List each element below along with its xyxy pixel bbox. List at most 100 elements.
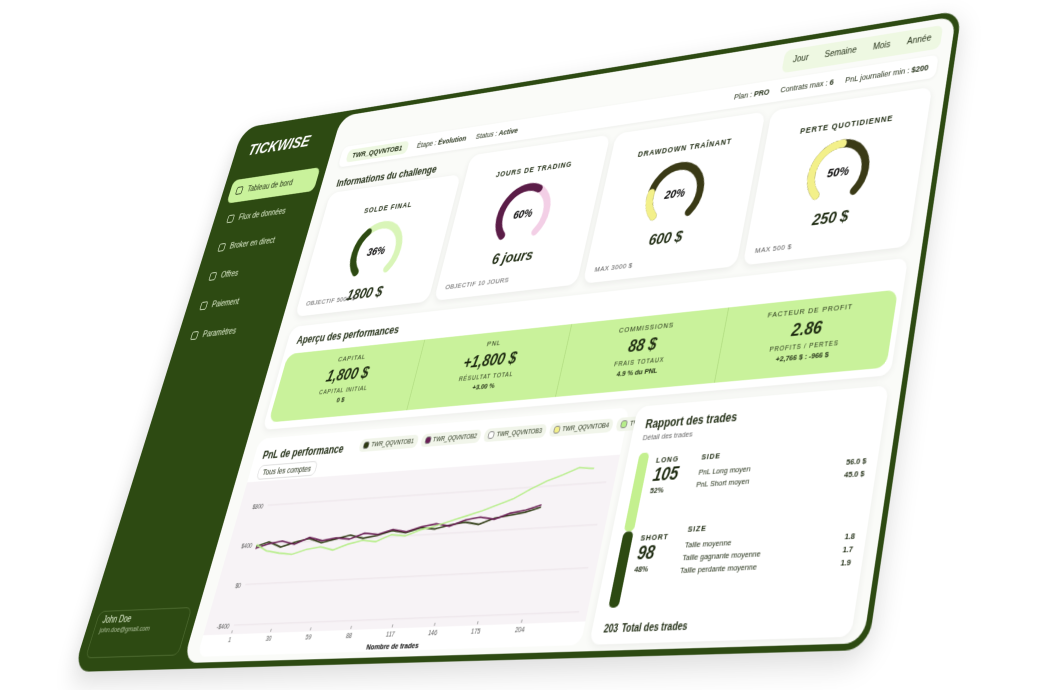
acc-item: PnL journalier min : $200 [844, 63, 929, 85]
st-v: 1.7 [841, 544, 854, 555]
y-tick-label: $400 [240, 542, 253, 551]
chip[interactable]: TWR_QQVNTOB2 [419, 429, 483, 448]
st-v: 56.0 $ [845, 455, 868, 467]
stats: SIZE Taille moyenne 1.8 Taille gagnante moy… [679, 515, 859, 579]
st-v: 1.8 [843, 531, 856, 542]
acc-value: Active [497, 126, 519, 138]
gauge-label: 50% [826, 164, 850, 180]
tr-title: Rapport des trades [644, 409, 739, 432]
st-k: PnL Short moyen [695, 476, 751, 490]
chip-label: TWR_QQVNTOB2 [432, 432, 478, 444]
acc-label: Contrats max : [779, 78, 829, 95]
stats: SIDE PnL Long moyen 56.0 $ PnL Short moyen 4… [695, 440, 870, 492]
chip-dot [423, 436, 432, 445]
chip[interactable]: TWR_QQVNTOB4 [548, 418, 615, 438]
acc-label: Plan : [733, 90, 753, 102]
metric: FACTEUR DE PROFIT 2.86 PROFITS / PERTES +2,… [715, 290, 898, 383]
chip-label: TWR_QQVNTOB1 [370, 438, 415, 449]
acc-item: Plan : PRO [733, 87, 770, 101]
nav-icon [190, 331, 200, 341]
st-title: SIZE [686, 523, 708, 534]
gauge: 20% [625, 150, 726, 236]
acc-value: 6 [828, 77, 835, 87]
gauge: 36% [330, 210, 424, 290]
nav-label: Paramètres [201, 326, 238, 340]
ls: SHORT 98 48% [634, 532, 670, 574]
acc-item: Status : Active [475, 126, 519, 141]
card: PERTE QUOTIDIENNE 50% 250 $ MAX 500 $ [742, 86, 933, 266]
x-tick-label: 175 [470, 627, 482, 636]
metric: PNL +1,800 $ RÉSULTAT TOTAL +3.00 % [406, 324, 572, 411]
x-tick-label: 30 [264, 635, 272, 644]
acc-value: Évolution [437, 134, 468, 147]
nav-icon [199, 301, 209, 311]
acc-label: PnL journalier min : [844, 65, 911, 85]
main: Jour Semaine Mois Année TWR_QQVNTOB1 Étape : … [182, 16, 957, 664]
card: SOLDE FINAL 36% 1800 $ OBJECTIF 5000 $ [294, 174, 461, 317]
dashboard: TICKWISE Tableau de bord Flux de données Br… [72, 9, 962, 672]
nav-item[interactable]: Paramètres [181, 314, 278, 349]
user: John Doe john.doe@gmail.com [85, 607, 193, 659]
acc-label: Status : [474, 129, 499, 141]
plot-bg [203, 454, 621, 636]
chip-dot [620, 420, 629, 429]
brand: TICKWISE [246, 132, 313, 160]
acc-value: $200 [910, 62, 930, 75]
card-footer: OBJECTIF 10 JOURS [444, 275, 510, 292]
period-chip[interactable]: Semaine [823, 45, 858, 60]
gauge: 50% [786, 126, 891, 215]
st-k: PnL Long moyen [697, 464, 752, 477]
chip-dot [362, 441, 371, 450]
acc-value: PRO [753, 87, 771, 99]
ls-pct: 52% [649, 485, 665, 496]
nav-label: Flux de données [237, 206, 287, 222]
gauge-label: 20% [662, 186, 686, 202]
nav-label: Paiement [210, 296, 241, 310]
tr-sub: Détail des trades [641, 429, 694, 443]
st-k: Taille perdante moyenne [679, 561, 758, 576]
acc-chip[interactable]: TWR_QQVNTOB1 [345, 140, 410, 163]
total-value: 203 [602, 623, 620, 636]
chip-dot [552, 425, 561, 434]
nav-icon [208, 271, 218, 281]
gauge-fill [349, 232, 368, 273]
card-footer: MAX 3000 $ [593, 261, 634, 274]
ls-count: 105 [651, 463, 681, 486]
chip-dot [487, 430, 496, 440]
y-tick-label: $800 [251, 503, 264, 512]
chip[interactable]: TWR_QQVNTOB1 [358, 434, 420, 453]
nav-label: Offres [219, 268, 240, 280]
x-axis-label: Nombre de trades [365, 642, 419, 653]
period-chip[interactable]: Mois [872, 40, 892, 53]
plot: $800 $400 $0 -$400 1 30 59 88 117 146 175 204 Nombre… [203, 454, 621, 653]
long-bar [623, 452, 650, 532]
pnl-title: PnL de performance [261, 442, 346, 462]
total: 203 Total des trades [603, 621, 689, 636]
x-tick-label: 146 [427, 629, 439, 638]
period-chip[interactable]: Jour [792, 53, 810, 65]
chip-label: TWR_QQVNTOB3 [495, 427, 543, 438]
card: DRAWDOWN TRAÎNANT 20% 600 $ MAX 3000 $ [582, 111, 766, 284]
chip[interactable]: TWR_QQVNTOB3 [482, 423, 548, 443]
metric: CAPITAL 1,800 $ CAPITAL INITIAL 0 $ [268, 339, 426, 423]
nav-icon [217, 242, 227, 252]
pnl: PnL de performance Tous les comptes TWR_QQ… [197, 407, 684, 657]
y-tick-label: -$400 [215, 623, 230, 632]
gauge-label: 60% [512, 207, 534, 222]
card-footer: MAX 500 $ [754, 242, 793, 255]
x-tick-label: 117 [385, 631, 396, 640]
y-tick-label: $0 [234, 582, 242, 591]
trades: Rapport des trades Détail des trades LONG 1… [588, 385, 889, 645]
ls-count: 98 [635, 541, 657, 564]
total-label: Total des trades [620, 620, 689, 636]
nav-icon [235, 186, 244, 195]
period-chip[interactable]: Année [906, 33, 933, 47]
nav-label: Tableau de bord [246, 178, 294, 194]
gauge: 60% [475, 171, 572, 254]
nav-icon [226, 214, 235, 224]
st-v: 1.9 [839, 557, 852, 568]
acc-item: Contrats max : 6 [780, 78, 835, 95]
acc-label: Étape : [416, 138, 438, 150]
ls: LONG 105 52% [649, 454, 682, 495]
